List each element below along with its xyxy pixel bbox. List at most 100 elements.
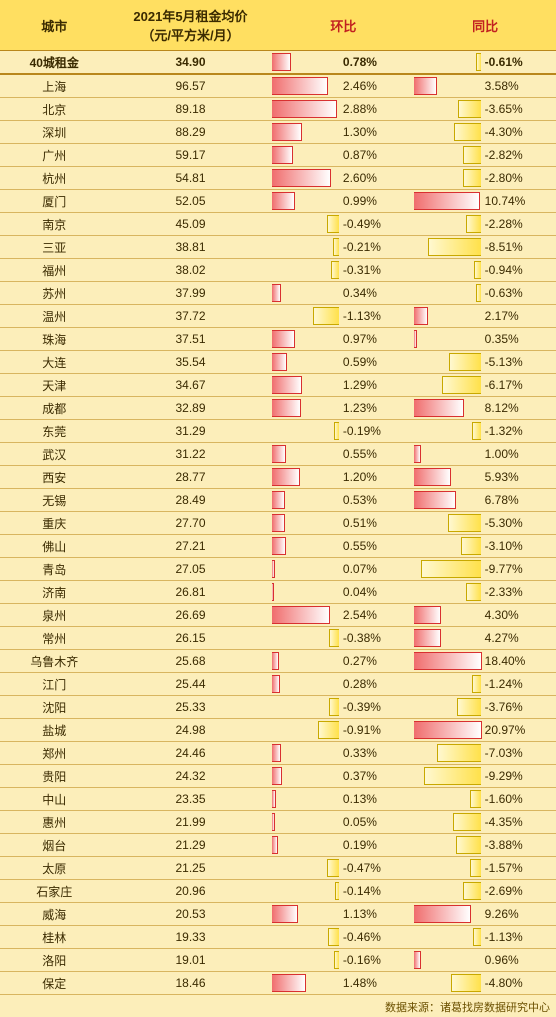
mom-bar-cell: [272, 489, 338, 512]
mom-bar-cell: [272, 788, 338, 811]
yoy-bar-cell: [414, 74, 480, 98]
table-row: 福州38.02-0.31%-0.94%: [0, 259, 556, 282]
mom-bar-cell: [272, 121, 338, 144]
city-cell: 太原: [0, 857, 109, 880]
price-cell: 27.05: [109, 558, 273, 581]
city-cell: 惠州: [0, 811, 109, 834]
mom-bar-cell: [272, 857, 338, 880]
mom-pct: 0.37%: [339, 765, 414, 788]
yoy-bar-cell: [414, 420, 480, 443]
yoy-bar: [456, 836, 480, 854]
yoy-bar-cell: [414, 627, 480, 650]
table-row: 重庆27.700.51%-5.30%: [0, 512, 556, 535]
city-cell: 中山: [0, 788, 109, 811]
table-row: 洛阳19.01-0.16%0.96%: [0, 949, 556, 972]
yoy-bar-cell: [414, 880, 480, 903]
city-cell: 重庆: [0, 512, 109, 535]
yoy-pct: -3.65%: [481, 98, 556, 121]
yoy-bar: [458, 100, 481, 118]
mom-bar-cell: [272, 213, 338, 236]
table-row: 大连35.540.59%-5.13%: [0, 351, 556, 374]
mom-pct: 0.55%: [339, 535, 414, 558]
yoy-pct: -1.24%: [481, 673, 556, 696]
mom-bar-cell: [272, 535, 338, 558]
city-cell: 保定: [0, 972, 109, 995]
yoy-pct: -1.60%: [481, 788, 556, 811]
mom-bar-cell: [272, 880, 338, 903]
mom-pct: 2.46%: [339, 74, 414, 98]
mom-bar-cell: [272, 351, 338, 374]
yoy-bar-cell: [414, 696, 480, 719]
yoy-bar: [466, 215, 481, 233]
summary-row: 40城租金34.900.78%-0.61%: [0, 51, 556, 75]
mom-pct: -0.19%: [339, 420, 414, 443]
mom-pct: 2.54%: [339, 604, 414, 627]
table-row: 杭州54.812.60%-2.80%: [0, 167, 556, 190]
mom-bar-cell: [272, 167, 338, 190]
mom-pct: 2.60%: [339, 167, 414, 190]
mom-pct: -0.16%: [339, 949, 414, 972]
city-cell: 桂林: [0, 926, 109, 949]
table-row: 成都32.891.23%8.12%: [0, 397, 556, 420]
mom-bar-cell: [272, 420, 338, 443]
mom-bar: [333, 238, 339, 256]
mom-bar: [272, 284, 281, 302]
yoy-bar-cell: [414, 282, 480, 305]
mom-bar-cell: [272, 604, 338, 627]
city-cell: 郑州: [0, 742, 109, 765]
mom-bar: [328, 928, 339, 946]
mom-bar-cell: [272, 696, 338, 719]
table-row: 北京89.182.88%-3.65%: [0, 98, 556, 121]
yoy-bar: [414, 652, 481, 670]
mom-pct: -0.14%: [339, 880, 414, 903]
table-row: 青岛27.050.07%-9.77%: [0, 558, 556, 581]
city-cell: 武汉: [0, 443, 109, 466]
price-cell: 37.72: [109, 305, 273, 328]
yoy-pct: -1.32%: [481, 420, 556, 443]
yoy-bar: [476, 53, 481, 71]
yoy-bar-cell: [414, 926, 480, 949]
mom-bar-cell: [272, 374, 338, 397]
table-row: 泉州26.692.54%4.30%: [0, 604, 556, 627]
table-row: 郑州24.460.33%-7.03%: [0, 742, 556, 765]
price-cell: 18.46: [109, 972, 273, 995]
col-header-mom: 环比: [272, 0, 414, 51]
yoy-bar-cell: [414, 558, 480, 581]
yoy-bar-cell: [414, 972, 480, 995]
table-row: 盐城24.98-0.91%20.97%: [0, 719, 556, 742]
yoy-bar: [414, 629, 441, 647]
mom-bar: [331, 261, 339, 279]
mom-bar-cell: [272, 443, 338, 466]
mom-bar-cell: [272, 98, 338, 121]
mom-bar-cell: [272, 558, 338, 581]
yoy-bar: [437, 744, 480, 762]
price-cell: 38.02: [109, 259, 273, 282]
mom-bar: [272, 491, 285, 509]
mom-bar: [272, 468, 300, 486]
city-cell: 厦门: [0, 190, 109, 213]
yoy-bar-cell: [414, 650, 480, 673]
yoy-bar-cell: [414, 903, 480, 926]
yoy-pct: -3.10%: [481, 535, 556, 558]
yoy-bar-cell: [414, 51, 480, 75]
price-cell: 52.05: [109, 190, 273, 213]
price-cell: 37.51: [109, 328, 273, 351]
price-cell: 89.18: [109, 98, 273, 121]
yoy-bar: [463, 146, 481, 164]
mom-pct: 1.29%: [339, 374, 414, 397]
yoy-bar: [424, 767, 481, 785]
mom-pct: -0.47%: [339, 857, 414, 880]
yoy-bar: [414, 721, 481, 739]
price-cell: 45.09: [109, 213, 273, 236]
yoy-bar: [463, 169, 481, 187]
yoy-bar: [461, 537, 481, 555]
city-cell: 天津: [0, 374, 109, 397]
mom-bar: [272, 146, 292, 164]
yoy-bar-cell: [414, 236, 480, 259]
mom-pct: 0.28%: [339, 673, 414, 696]
yoy-bar: [414, 905, 471, 923]
yoy-bar: [470, 859, 480, 877]
table-row: 三亚38.81-0.21%-8.51%: [0, 236, 556, 259]
yoy-bar-cell: [414, 489, 480, 512]
city-cell: 40城租金: [0, 51, 109, 75]
